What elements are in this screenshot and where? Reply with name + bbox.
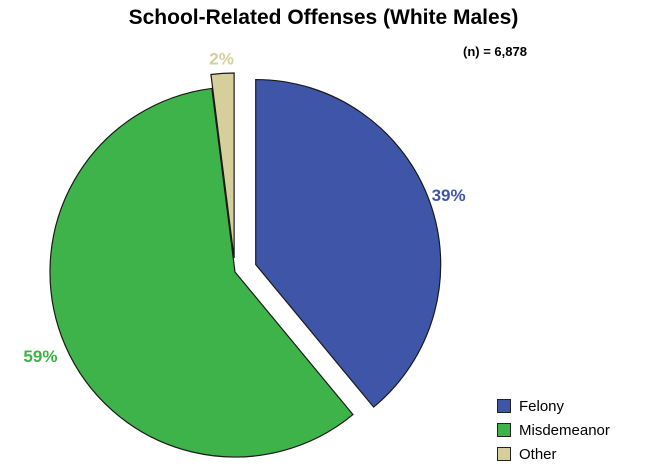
legend-swatch-other — [497, 447, 511, 461]
slice-label-other: 2% — [209, 49, 234, 68]
legend-label-other: Other — [519, 445, 557, 463]
legend-swatch-felony — [497, 399, 511, 413]
legend-item-other: Other — [497, 442, 610, 466]
pie-slice-misdemeanor — [49, 87, 354, 458]
chart-title: School-Related Offenses (White Males) — [128, 6, 519, 29]
slice-label-misdemeanor: 59% — [23, 347, 57, 366]
legend: Felony Misdemeanor Other — [497, 394, 610, 466]
legend-label-felony: Felony — [519, 397, 565, 415]
sample-size-annotation: (n) = 6,878 — [463, 44, 527, 59]
legend-item-misdemeanor: Misdemeanor — [497, 418, 610, 442]
slice-label-felony: 39% — [432, 186, 466, 205]
legend-label-misdemeanor: Misdemeanor — [519, 421, 610, 439]
legend-item-felony: Felony — [497, 394, 610, 418]
pie-slice-felony — [255, 78, 442, 408]
pie-slice-other — [210, 72, 235, 259]
legend-swatch-misdemeanor — [497, 423, 511, 437]
